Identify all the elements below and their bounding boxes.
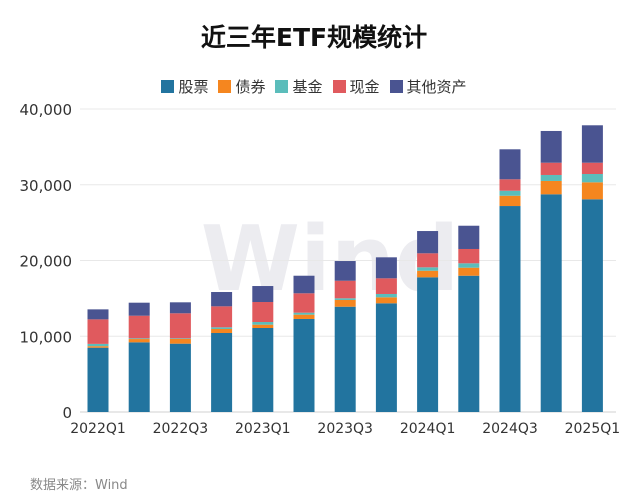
bar-segment-2024Q3-债券 [499, 195, 521, 207]
bar-segment-2022Q1-其他资产 [87, 309, 109, 320]
bar-segment-2025Q1-其他资产 [581, 125, 603, 163]
bar-segment-2022Q2-其他资产 [128, 302, 150, 316]
bar-segment-2024Q2-债券 [458, 267, 480, 276]
bar-segment-2023Q4-基金 [375, 293, 397, 298]
bar-segment-2024Q2-基金 [458, 263, 480, 268]
bar-segment-2022Q1-基金 [87, 343, 109, 347]
bar-segment-2023Q2-其他资产 [293, 275, 315, 294]
bar-segment-2023Q4-其他资产 [375, 257, 397, 279]
x-tick-label: 2024Q3 [482, 421, 538, 437]
bar-segment-2022Q4-债券 [211, 328, 233, 333]
bar-segment-2022Q4-股票 [211, 332, 233, 412]
legend-item[interactable]: 其他资产 [389, 76, 467, 97]
legend-item[interactable]: 债券 [218, 76, 265, 97]
legend-label: 债券 [235, 78, 266, 96]
legend: 股票 债券 基金 现金 其他资产 [0, 76, 628, 97]
x-tick-label: 2023Q1 [235, 421, 291, 437]
bar-segment-2023Q3-股票 [334, 306, 356, 412]
bar-segment-2023Q3-其他资产 [334, 261, 356, 281]
bar-segment-2023Q4-股票 [375, 303, 397, 412]
bar-segment-2024Q2-股票 [458, 275, 480, 412]
bar-segment-2022Q2-股票 [128, 342, 150, 412]
bar-segment-2022Q2-基金 [128, 338, 150, 340]
bar-segment-2024Q4-债券 [540, 180, 562, 195]
x-tick-label: 2022Q3 [153, 421, 209, 437]
bar-segment-2022Q4-基金 [211, 327, 233, 329]
bar-segment-2023Q1-股票 [252, 327, 274, 412]
bar-segment-2023Q1-其他资产 [252, 286, 274, 303]
bar-segment-2023Q2-基金 [293, 312, 315, 315]
bar-segment-2022Q1-股票 [87, 347, 109, 412]
bar-segment-2022Q2-现金 [128, 315, 150, 339]
bar-segment-2023Q3-基金 [334, 298, 356, 300]
bar-segment-2022Q2-债券 [128, 339, 150, 343]
bar-segment-2022Q3-现金 [169, 313, 191, 339]
bar-segment-2024Q1-股票 [417, 277, 439, 412]
legend-item[interactable]: 现金 [332, 76, 380, 97]
legend-label: 股票 [178, 78, 209, 96]
bar-segment-2025Q1-现金 [581, 162, 603, 174]
bar-segment-2024Q3-现金 [499, 179, 521, 191]
watermark-logo: Wind [201, 207, 460, 312]
bar-segment-2023Q3-债券 [334, 299, 356, 307]
legend-label: 基金 [292, 78, 323, 96]
x-tick-label: 2022Q1 [70, 421, 126, 437]
bar-segment-2025Q1-股票 [581, 199, 603, 412]
bar-segment-2024Q3-基金 [499, 190, 521, 196]
bar-segment-2024Q3-其他资产 [499, 149, 521, 180]
bar-segment-2022Q3-股票 [169, 343, 191, 412]
bar-segment-2023Q2-现金 [293, 293, 315, 313]
bar-segment-2024Q4-股票 [540, 194, 562, 412]
y-tick-label: 0 [62, 404, 72, 422]
legend-label: 现金 [349, 78, 380, 96]
bar-segment-2024Q4-现金 [540, 162, 562, 175]
bar-segment-2024Q1-基金 [417, 267, 439, 271]
x-tick-label: 2023Q3 [317, 421, 373, 437]
legend-item[interactable]: 股票 [161, 76, 208, 97]
chart-title: 近三年ETF规模统计 [200, 23, 428, 52]
legend-label: 其他资产 [406, 78, 467, 96]
legend-swatch [332, 80, 346, 93]
bar-segment-2022Q3-其他资产 [169, 302, 191, 314]
x-tick-label: 2025Q1 [565, 421, 621, 437]
legend-swatch [275, 80, 289, 93]
bar-segment-2024Q1-其他资产 [417, 231, 439, 254]
legend-swatch [389, 80, 403, 93]
bar-segment-2023Q1-基金 [252, 322, 274, 325]
bar-segment-2023Q2-债券 [293, 314, 315, 319]
bar-segment-2022Q4-其他资产 [211, 292, 233, 307]
bar-segment-2024Q1-债券 [417, 270, 439, 278]
y-tick-label: 20,000 [20, 253, 73, 271]
bar-segment-2023Q3-现金 [334, 280, 356, 299]
bar-segment-2024Q4-基金 [540, 174, 562, 181]
y-tick-label: 40,000 [20, 101, 73, 119]
bar-segment-2022Q3-基金 [169, 338, 191, 339]
bar-segment-2022Q1-债券 [87, 346, 109, 348]
bar-segment-2024Q3-股票 [499, 206, 521, 412]
x-tick-label: 2024Q1 [400, 421, 456, 437]
legend-swatch [218, 80, 232, 93]
bar-segment-2025Q1-债券 [581, 182, 603, 200]
bar-segment-2023Q4-债券 [375, 297, 397, 304]
bar-segment-2024Q4-其他资产 [540, 130, 562, 163]
bar-segment-2022Q1-现金 [87, 319, 109, 344]
bar-segment-2023Q4-现金 [375, 278, 397, 294]
source-note: 数据来源：Wind [30, 478, 128, 493]
y-tick-label: 30,000 [20, 177, 73, 195]
bar-segment-2022Q4-现金 [211, 306, 233, 328]
bar-segment-2023Q1-现金 [252, 302, 274, 323]
bar-segment-2022Q3-债券 [169, 338, 191, 344]
legend-item[interactable]: 基金 [275, 76, 323, 97]
bar-segment-2023Q2-股票 [293, 318, 315, 412]
bar-segment-2024Q2-现金 [458, 248, 480, 264]
y-tick-label: 10,000 [20, 328, 73, 346]
bar-segment-2024Q2-其他资产 [458, 225, 480, 249]
legend-swatch [161, 80, 175, 93]
bar-segment-2024Q1-现金 [417, 253, 439, 268]
bar-segment-2025Q1-基金 [581, 173, 603, 183]
bar-segment-2023Q1-债券 [252, 324, 274, 328]
